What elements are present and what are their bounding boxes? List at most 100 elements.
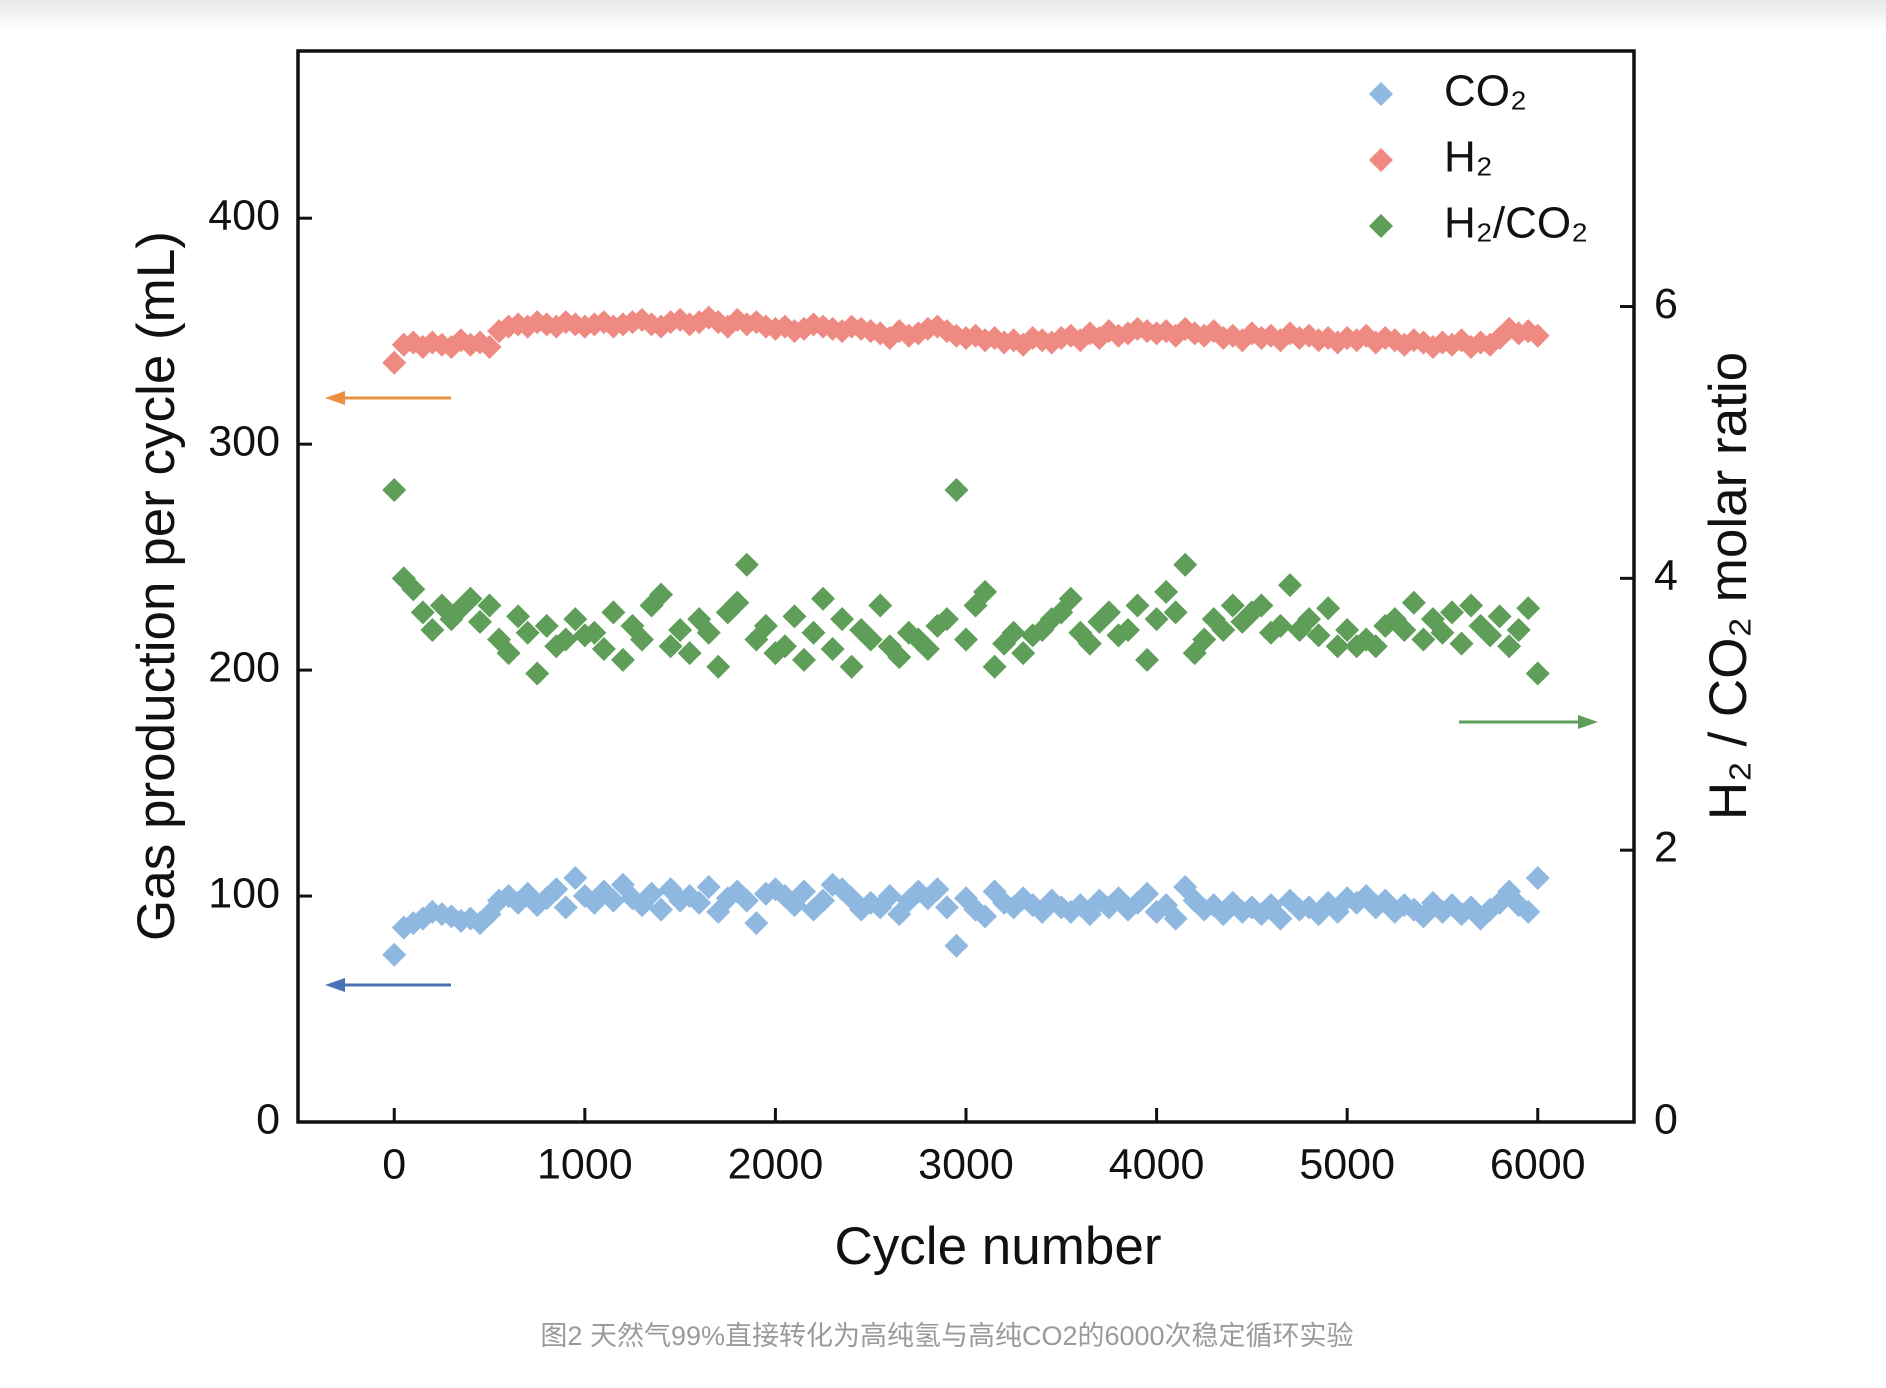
- point: [1249, 593, 1274, 618]
- point: [544, 877, 569, 902]
- point: [401, 577, 426, 602]
- point: [1439, 600, 1464, 625]
- point: [553, 627, 578, 652]
- top-shade: [0, 0, 1886, 30]
- point: [925, 877, 950, 902]
- y-tick-label: 200: [208, 643, 280, 691]
- point: [496, 641, 521, 666]
- point: [792, 879, 817, 904]
- point: [563, 865, 588, 890]
- point: [1125, 593, 1150, 618]
- legend-marker: [1369, 148, 1393, 172]
- point: [1506, 617, 1531, 642]
- legend-label: H₂/CO₂: [1444, 199, 1588, 248]
- point: [744, 911, 769, 936]
- point: [668, 617, 693, 642]
- y2-tick-label: 4: [1654, 552, 1678, 600]
- point: [1135, 647, 1160, 672]
- legend-label: CO₂: [1444, 67, 1527, 116]
- y2-tick-label: 2: [1654, 824, 1678, 872]
- x-tick-label: 2000: [728, 1140, 824, 1188]
- point: [506, 604, 531, 629]
- point: [944, 478, 969, 503]
- y-tick-label: 400: [208, 192, 280, 240]
- point: [734, 888, 759, 913]
- point: [1268, 613, 1293, 638]
- point: [1211, 617, 1236, 642]
- point: [1449, 631, 1474, 656]
- point: [1335, 617, 1360, 642]
- point: [515, 620, 540, 645]
- point: [1001, 620, 1026, 645]
- y-tick-label: 100: [208, 869, 280, 917]
- point: [582, 620, 607, 645]
- point: [1516, 596, 1541, 621]
- point: [496, 884, 521, 909]
- point: [458, 586, 483, 611]
- arrow-head: [1578, 715, 1598, 729]
- point: [1277, 573, 1302, 598]
- point: [830, 607, 855, 632]
- point: [1478, 623, 1503, 648]
- legend-label: H₂: [1444, 133, 1493, 182]
- point: [677, 641, 702, 666]
- x-tick-label: 4000: [1109, 1140, 1205, 1188]
- point: [649, 582, 674, 607]
- point: [1297, 607, 1322, 632]
- point: [382, 942, 407, 967]
- point: [553, 895, 578, 920]
- point: [1154, 579, 1179, 604]
- legend-marker: [1369, 214, 1393, 238]
- point: [868, 593, 893, 618]
- point: [687, 890, 712, 915]
- point: [954, 627, 978, 652]
- point: [934, 607, 959, 632]
- point: [630, 627, 655, 652]
- point: [477, 334, 502, 359]
- y2-tick-label: 0: [1654, 1095, 1678, 1143]
- point: [1268, 906, 1293, 931]
- point: [1316, 596, 1341, 621]
- point: [839, 654, 864, 679]
- point: [706, 654, 731, 679]
- point: [410, 600, 435, 625]
- point: [801, 620, 826, 645]
- x-tick-label: 1000: [537, 1140, 633, 1188]
- point: [1220, 593, 1245, 618]
- point: [1325, 634, 1350, 659]
- caption: 图2 天然气99%直接转化为高纯氢与高纯CO2的6000次稳定循环实验: [540, 1321, 1353, 1351]
- point: [1144, 607, 1169, 632]
- point: [944, 933, 969, 958]
- point: [782, 604, 807, 629]
- point: [792, 647, 817, 672]
- point: [420, 617, 445, 642]
- point: [1077, 631, 1102, 656]
- point: [725, 590, 750, 615]
- y-tick-label: 0: [256, 1095, 280, 1143]
- point: [1115, 617, 1140, 642]
- point: [382, 350, 407, 375]
- point: [1411, 627, 1436, 652]
- point: [887, 645, 912, 670]
- point: [534, 613, 559, 638]
- point: [1192, 627, 1217, 652]
- point: [1525, 661, 1550, 686]
- point: [477, 593, 502, 618]
- point: [649, 897, 674, 922]
- point: [1525, 865, 1550, 890]
- point: [1163, 906, 1188, 931]
- x-tick-label: 0: [382, 1140, 406, 1188]
- point: [591, 637, 616, 662]
- point: [696, 875, 721, 900]
- point: [934, 895, 959, 920]
- arrows: [325, 391, 1598, 992]
- point: [610, 647, 635, 672]
- point: [811, 888, 836, 913]
- point: [915, 637, 940, 662]
- point: [1516, 899, 1541, 924]
- point: [658, 634, 683, 659]
- x-tick-label: 3000: [918, 1140, 1014, 1188]
- point: [820, 637, 845, 662]
- y-tick-label: 300: [208, 418, 280, 466]
- point: [1135, 881, 1160, 906]
